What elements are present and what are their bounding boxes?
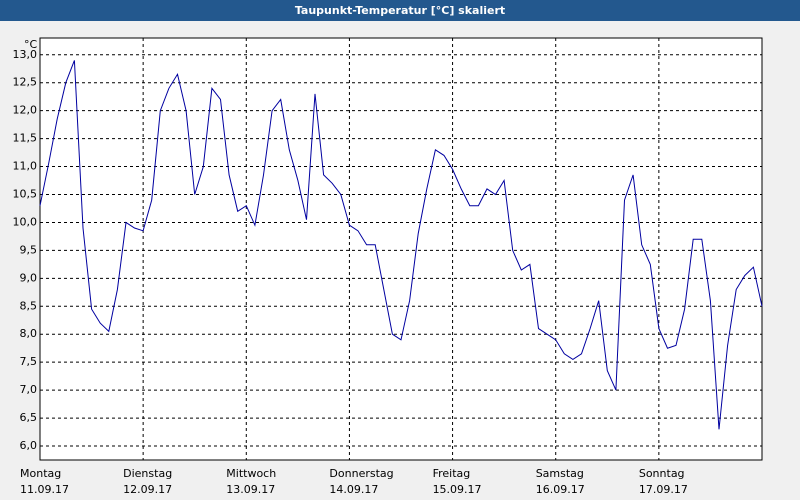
day-name: Samstag [536, 467, 584, 480]
day-date: 11.09.17 [20, 483, 69, 496]
data-line [39, 60, 763, 430]
unit-label: °C [24, 38, 38, 51]
y-tick-label: 9,5 [20, 243, 38, 256]
day-date: 16.09.17 [536, 483, 585, 496]
y-tick-label: 11,5 [13, 132, 38, 145]
y-tick-label: 7,0 [20, 383, 38, 396]
day-date: 15.09.17 [433, 483, 482, 496]
y-tick-label: 6,0 [20, 439, 38, 452]
day-date: 17.09.17 [639, 483, 688, 496]
y-tick-label: 8,0 [20, 327, 38, 340]
day-name: Donnerstag [329, 467, 393, 480]
title-bar [0, 0, 800, 21]
day-date: 14.09.17 [329, 483, 378, 496]
day-name: Dienstag [123, 467, 172, 480]
day-name: Montag [20, 467, 61, 480]
y-tick-label: 13,0 [13, 48, 38, 61]
y-tick-label: 7,5 [20, 355, 38, 368]
day-name: Sonntag [639, 467, 685, 480]
y-tick-label: 8,5 [20, 299, 38, 312]
y-tick-label: 12,0 [13, 104, 38, 117]
day-name: Mittwoch [226, 467, 276, 480]
y-tick-label: 11,0 [13, 160, 38, 173]
y-tick-label: 10,5 [13, 188, 38, 201]
plot-area [39, 37, 763, 461]
chart-title: Taupunkt-Temperatur [°C] skaliert [295, 4, 505, 17]
y-tick-label: 6,5 [20, 411, 38, 424]
day-date: 13.09.17 [226, 483, 275, 496]
y-tick-label: 9,0 [20, 271, 38, 284]
y-tick-label: 12,5 [13, 76, 38, 89]
day-date: 12.09.17 [123, 483, 172, 496]
day-name: Freitag [433, 467, 471, 480]
y-tick-label: 10,0 [13, 215, 38, 228]
